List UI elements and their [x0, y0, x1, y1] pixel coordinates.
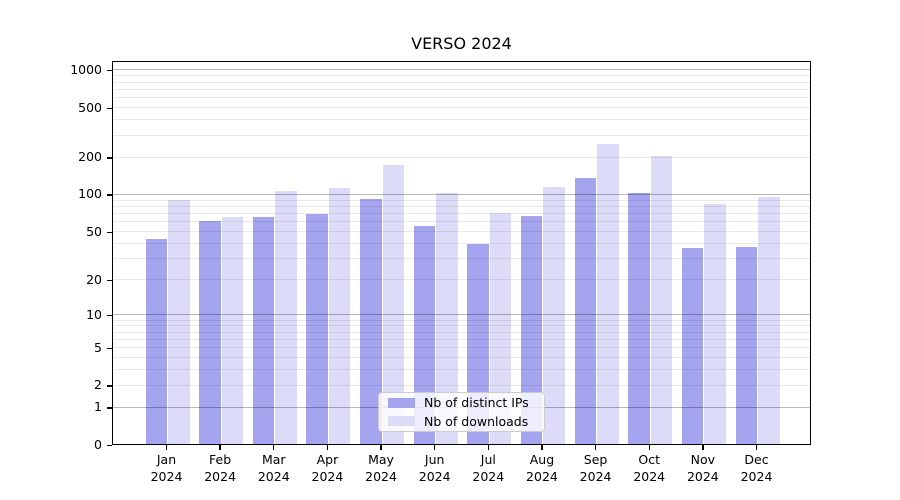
y-tick-label: 1000	[70, 61, 102, 77]
legend-item-distinct-ips: Nb of distinct IPs	[379, 394, 544, 411]
bars-layer	[113, 62, 810, 444]
bar-distinct-ips	[145, 238, 167, 444]
chart-title: VERSO 2024	[411, 34, 512, 53]
y-tick-label: 10	[86, 306, 102, 322]
bar-distinct-ips	[735, 246, 757, 444]
y-tick-mark	[107, 279, 112, 282]
plot-area	[112, 61, 811, 445]
x-tick-mark	[541, 445, 543, 450]
x-tick-label: Dec 2024	[740, 452, 773, 484]
x-tick-label: Oct 2024	[633, 452, 666, 484]
bar-distinct-ips	[199, 220, 221, 444]
x-tick-label: Jan 2024	[150, 452, 183, 484]
y-tick-mark	[107, 347, 112, 350]
y-tick-mark	[107, 157, 112, 159]
y-tick-label: 50	[86, 223, 102, 239]
x-tick-mark	[165, 445, 168, 450]
x-tick-label: Apr 2024	[311, 452, 344, 484]
bar-downloads	[168, 199, 190, 444]
bar-downloads	[704, 204, 726, 444]
bar-distinct-ips	[520, 215, 543, 444]
bar-downloads	[328, 188, 351, 444]
x-tick-label: Jul 2024	[472, 452, 505, 484]
legend-label: Nb of distinct IPs	[424, 395, 529, 411]
bar-downloads	[758, 196, 780, 444]
x-tick-label: Nov 2024	[686, 452, 719, 484]
x-tick-mark	[487, 445, 489, 450]
y-tick-label: 5	[94, 339, 102, 355]
x-tick-mark	[433, 445, 436, 450]
y-tick-mark	[107, 231, 112, 233]
bar-distinct-ips	[360, 199, 382, 444]
y-tick-label: 100	[78, 186, 102, 202]
bar-downloads	[382, 164, 405, 444]
y-tick-label: 200	[78, 149, 102, 165]
x-tick-mark	[594, 445, 597, 450]
bar-downloads	[543, 186, 565, 444]
y-tick-label: 500	[78, 99, 102, 115]
x-tick-label: Feb 2024	[204, 452, 237, 484]
x-tick-mark	[219, 445, 221, 450]
y-tick-mark	[107, 69, 112, 72]
x-tick-mark	[702, 445, 704, 450]
y-tick-mark	[107, 445, 112, 447]
legend-label: Nb of downloads	[424, 413, 529, 429]
bar-downloads	[650, 155, 673, 444]
y-tick-mark	[107, 407, 112, 409]
y-tick-mark	[107, 385, 112, 387]
x-tick-mark	[380, 445, 382, 450]
x-tick-mark	[648, 445, 650, 450]
bar-downloads	[597, 144, 619, 444]
bar-downloads	[436, 192, 458, 444]
y-tick-label: 20	[86, 271, 102, 287]
bar-distinct-ips	[252, 217, 275, 444]
x-tick-mark	[273, 445, 275, 450]
bar-distinct-ips	[628, 192, 650, 444]
bar-distinct-ips	[413, 226, 436, 444]
x-tick-label: Aug 2024	[526, 452, 558, 484]
legend-swatch-distinct-ips	[388, 397, 415, 408]
bar-distinct-ips	[681, 248, 704, 444]
bar-distinct-ips	[574, 178, 597, 444]
legend-item-downloads: Nb of downloads	[379, 413, 544, 430]
x-tick-label: Sep 2024	[579, 452, 612, 484]
bar-downloads	[275, 191, 297, 444]
y-tick-label: 0	[94, 437, 102, 452]
y-tick-mark	[107, 314, 112, 317]
x-tick-mark	[755, 445, 758, 450]
x-tick-mark	[326, 445, 329, 450]
y-tick-mark	[107, 107, 112, 109]
x-tick-label: Mar 2024	[257, 452, 290, 484]
y-tick-mark	[107, 194, 112, 196]
legend-swatch-downloads	[388, 416, 415, 427]
bar-downloads	[489, 212, 512, 444]
bar-downloads	[221, 216, 244, 444]
y-tick-label: 2	[94, 377, 102, 393]
bar-distinct-ips	[306, 214, 328, 444]
y-tick-label: 1	[94, 399, 102, 415]
legend: Nb of distinct IPs Nb of downloads	[378, 392, 545, 432]
x-tick-label: Jun 2024	[418, 452, 451, 484]
x-tick-label: May 2024	[365, 452, 397, 484]
